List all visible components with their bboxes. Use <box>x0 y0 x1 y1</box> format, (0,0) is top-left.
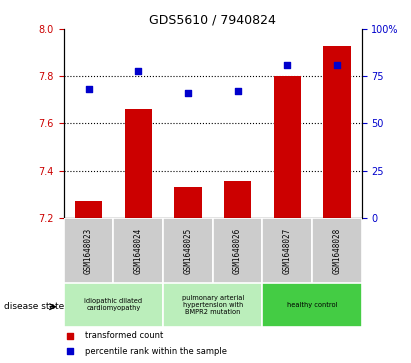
Point <box>135 68 141 73</box>
Bar <box>163 218 213 283</box>
Point <box>85 86 92 92</box>
Text: idiopathic dilated
cardiomyopathy: idiopathic dilated cardiomyopathy <box>84 298 143 311</box>
Point <box>334 62 340 68</box>
Point <box>284 62 291 68</box>
Text: percentile rank within the sample: percentile rank within the sample <box>85 347 226 356</box>
Text: pulmonary arterial
hypertension with
BMPR2 mutation: pulmonary arterial hypertension with BMP… <box>182 295 244 315</box>
Text: transformed count: transformed count <box>85 331 163 340</box>
Bar <box>323 46 351 218</box>
Text: healthy control: healthy control <box>287 302 337 308</box>
Title: GDS5610 / 7940824: GDS5610 / 7940824 <box>149 13 276 26</box>
Bar <box>64 283 163 327</box>
Bar <box>174 187 201 218</box>
Text: GSM1648025: GSM1648025 <box>183 227 192 274</box>
Bar <box>125 109 152 218</box>
Bar <box>75 201 102 218</box>
Text: GSM1648024: GSM1648024 <box>134 227 143 274</box>
Bar <box>64 218 113 283</box>
Bar <box>312 218 362 283</box>
Bar <box>224 181 251 218</box>
Bar <box>262 283 362 327</box>
Bar <box>274 76 301 218</box>
Point <box>66 333 73 339</box>
Point <box>66 348 73 354</box>
Bar <box>163 283 262 327</box>
Point <box>234 89 241 94</box>
Point <box>185 90 191 96</box>
Bar <box>213 218 262 283</box>
Text: GSM1648027: GSM1648027 <box>283 227 292 274</box>
Bar <box>262 218 312 283</box>
Bar <box>113 218 163 283</box>
Text: GSM1648023: GSM1648023 <box>84 227 93 274</box>
Text: GSM1648026: GSM1648026 <box>233 227 242 274</box>
Text: GSM1648028: GSM1648028 <box>332 227 342 274</box>
Text: disease state: disease state <box>4 302 65 311</box>
